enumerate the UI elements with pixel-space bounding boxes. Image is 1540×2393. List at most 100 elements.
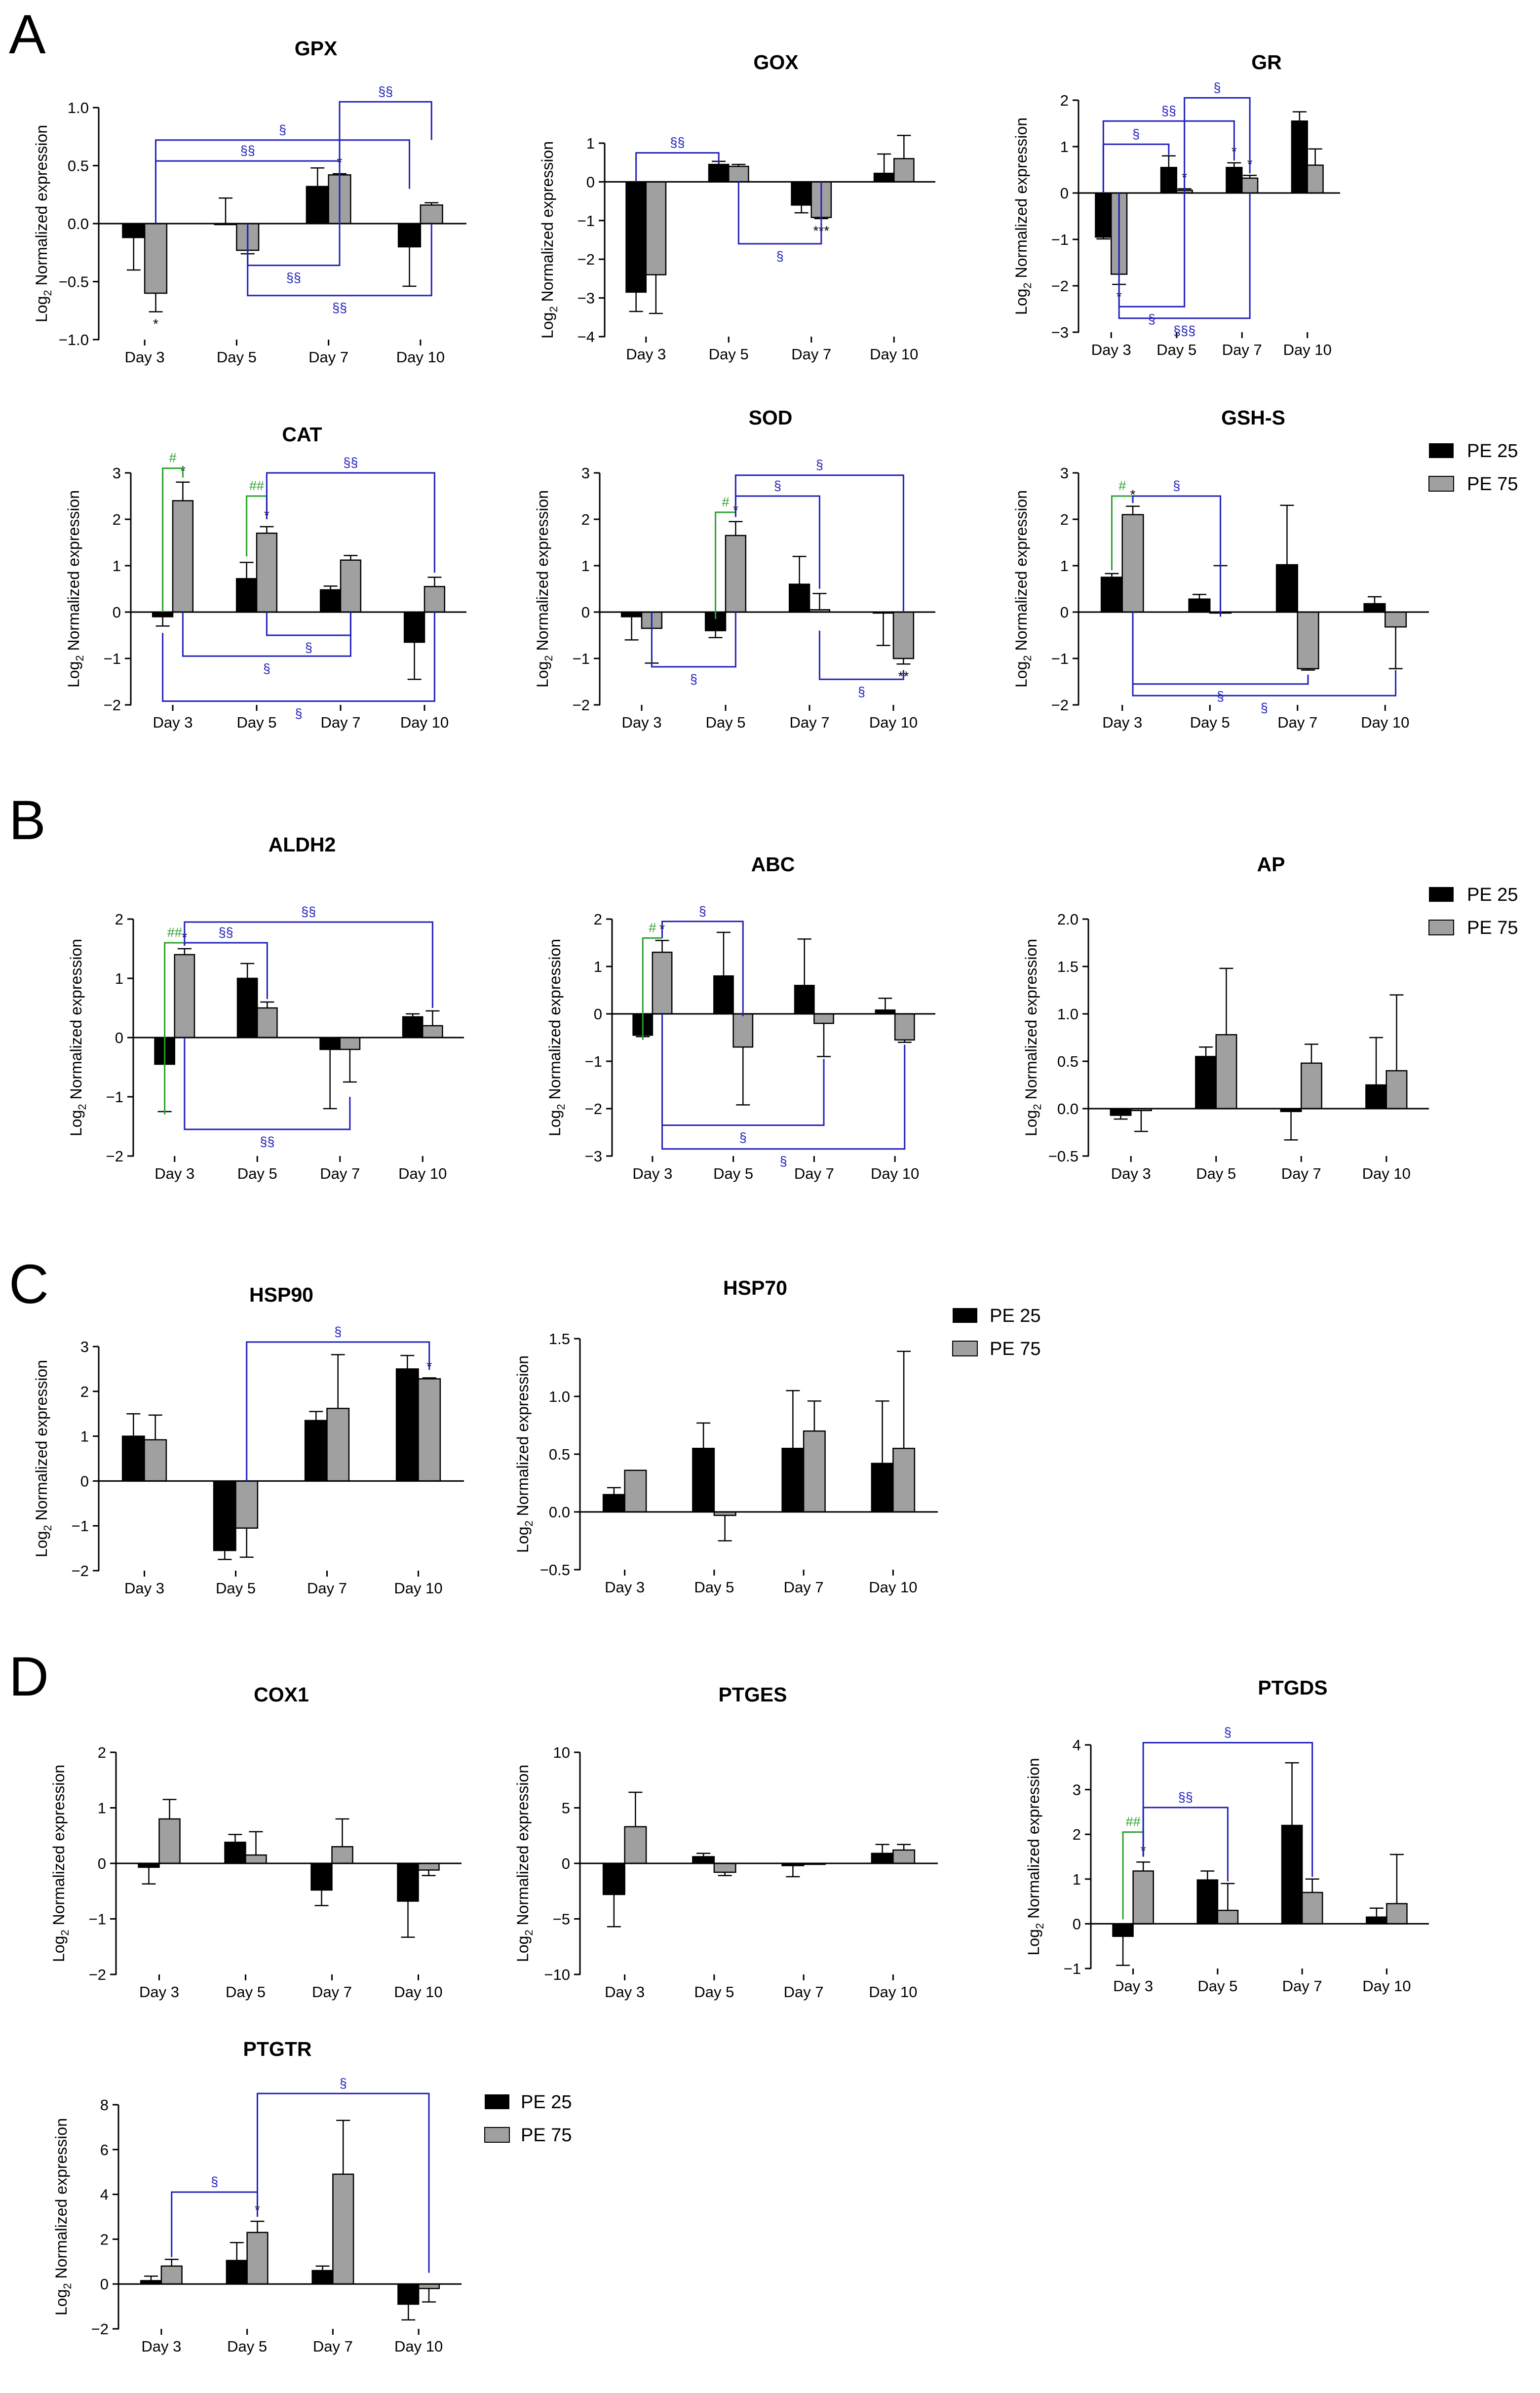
bar-cat-pe25-day5 [235,578,258,613]
bar-ptges-pe75-day5 [713,1862,736,1873]
bar-ptgtr-pe75-day3 [160,2265,183,2285]
y-tick-label: −1 [578,212,595,230]
legend-label-pe75: PE 75 [990,1339,1041,1359]
bar-hsp70-pe75-day10 [892,1448,916,1513]
y-tick-label: −2 [91,2320,109,2338]
comparison-label: § [340,2076,347,2090]
x-tick-label: Day 5 [1197,1977,1237,1995]
bar-cox1-pe25-day10 [397,1862,419,1902]
legend-label-pe75: PE 75 [1467,474,1518,495]
comparison-bracket [266,612,351,636]
y-tick-label: 0.0 [68,215,89,232]
x-tick-label: Day 5 [217,348,257,366]
y-tick-label: −1.0 [59,331,89,348]
y-tick-label: 0 [581,604,590,621]
bar-hsp90-pe75-day5 [235,1480,259,1529]
legend-d: PE 25 PE 75 [484,2092,572,2146]
y-tick-label: 2 [581,511,590,528]
bar-gox-pe75-day3 [645,181,667,275]
bar-aldh2-pe25-day7 [319,1037,341,1050]
x-tick-label: Day 3 [1091,341,1131,358]
legend-label-pe25: PE 25 [521,2092,572,2113]
comparison-label: § [279,122,286,137]
bar-aldh2-pe75-day5 [257,1007,278,1039]
y-tick-label: −5 [553,1911,570,1928]
x-tick-label: Day 10 [398,1165,447,1182]
y-tick-label: 0 [594,1005,602,1023]
bar-ap-pe75-day7 [1301,1062,1322,1110]
comparison-label: § [334,1324,342,1339]
bar-ptgds-pe75-day7 [1301,1891,1323,1925]
comparison-label: § [699,904,706,919]
chart-cat: CAT −2 −1 0 1 2 3 Log2 Normalized expression Day… [65,423,466,731]
x-tick-label: Day 5 [226,1983,266,2001]
bar-gox-pe25-day3 [625,181,647,293]
chart-sod: SOD −2 −1 0 1 2 3 Log2 Normalized expression Day… [534,406,935,731]
x-tick-label: Day 10 [870,346,918,363]
x-tick-label: Day 5 [1196,1165,1236,1182]
comparison-bracket [635,152,720,182]
x-tick-label: Day 10 [1361,714,1409,731]
bar-abc-pe75-day7 [813,1013,834,1024]
y-tick-label: 2 [113,511,121,528]
x-tick-label: Day 7 [320,1165,360,1182]
bar-ptges-pe25-day3 [602,1862,625,1895]
x-tick-label: Day 3 [632,1165,672,1182]
x-tick-label: Day 5 [694,1983,734,2001]
x-tick-label: Day 3 [1111,1165,1151,1182]
y-tick-label: 1 [1073,1871,1081,1888]
bar-aldh2-pe75-day7 [339,1037,361,1050]
y-axis-label: Log2 Normalized expression [65,490,86,688]
comparison-bracket [247,224,432,297]
y-tick-label: 8 [100,2096,109,2114]
y-tick-label: 1 [80,1428,89,1445]
y-tick-label: 3 [581,464,590,482]
bar-abc-pe25-day7 [794,985,815,1015]
x-tick-label: Day 5 [237,1165,277,1182]
y-tick-label: −0.5 [540,1561,570,1579]
bar-ptgds-pe25-day7 [1281,1824,1303,1925]
bar-hsp90-pe75-day3 [144,1439,167,1482]
bar-abc-pe75-day10 [894,1013,915,1041]
x-tick-label: Day 7 [1222,341,1262,358]
bar-hsp90-pe75-day7 [326,1408,350,1482]
bar-sod-pe75-day10 [892,611,915,659]
y-tick-label: −1 [1064,1960,1081,1977]
x-tick-label: Day 3 [1102,714,1142,731]
legend-label-pe25: PE 25 [1467,885,1518,905]
x-tick-label: Day 3 [626,346,666,363]
chart-gox: GOX −4 −3 −2 −1 0 1 Log2 Normalized expression D… [539,51,935,363]
bar-gsh-s-pe75-day10 [1385,611,1407,628]
bar-hsp90-pe25-day3 [121,1435,145,1482]
bar-gpx-pe75-day3 [144,223,168,294]
panel-label-d: D [9,1646,49,1707]
legend-swatch-pe75 [952,1341,978,1356]
chart-title: PTGES [719,1683,787,1706]
comparison-bracket [1132,495,1222,617]
comparison-label: § [295,706,302,721]
bar-gsh-s-pe25-day7 [1275,564,1298,613]
bar-cat-pe75-day3 [172,500,194,613]
bar-cox1-pe75-day7 [331,1846,353,1864]
x-tick-label: Day 5 [713,1165,753,1182]
x-tick-label: Day 7 [307,1580,347,1597]
bar-cox1-pe25-day5 [224,1842,246,1864]
legend-swatch-pe75 [1428,476,1454,492]
y-tick-label: −1 [585,1053,602,1070]
y-tick-label: 2.0 [1057,911,1078,928]
bar-cox1-pe75-day5 [245,1854,267,1864]
x-tick-label: Day 10 [394,1983,442,2001]
y-tick-label: 0 [80,1472,89,1490]
y-tick-label: 0 [113,604,121,621]
comparison-bracket [171,2191,258,2257]
comparison-label: # [169,451,176,465]
comparison-bracket [154,139,411,224]
y-axis-label: Log2 Normalized expression [1012,117,1034,315]
y-axis-label: Log2 Normalized expression [514,1765,535,1962]
x-tick-label: Day 5 [227,2338,267,2355]
bar-hsp90-pe25-day10 [395,1368,419,1482]
bar-ptges-pe25-day5 [692,1856,715,1864]
bar-ptges-pe25-day10 [871,1853,894,1864]
bar-hsp90-pe25-day7 [304,1420,328,1482]
